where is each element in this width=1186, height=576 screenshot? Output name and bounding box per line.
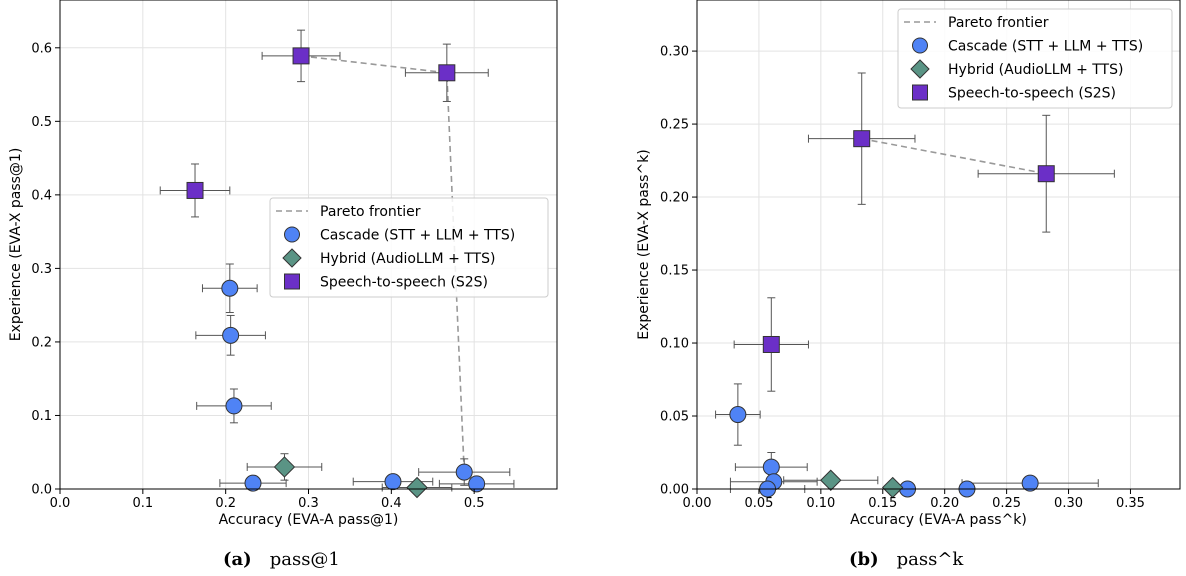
y-tick-label: 0.2 bbox=[31, 335, 52, 350]
circle-marker bbox=[221, 279, 239, 297]
legend-circle-swatch bbox=[284, 226, 300, 243]
x-tick-label: 0.20 bbox=[930, 496, 959, 511]
legend-diamond-swatch bbox=[282, 248, 302, 268]
pareto-frontier-line bbox=[300, 55, 466, 473]
legend-label: Pareto frontier bbox=[948, 15, 1049, 31]
circle-marker bbox=[244, 474, 262, 492]
y-tick-label: 0.25 bbox=[660, 118, 689, 133]
circle-marker bbox=[222, 326, 240, 344]
square-marker bbox=[438, 64, 456, 82]
y-tick-label: 0.6 bbox=[31, 41, 52, 56]
caption-a: (a) pass@1 bbox=[223, 549, 340, 570]
x-tick-label: 0.30 bbox=[1054, 496, 1083, 511]
legend-box bbox=[269, 197, 549, 298]
circle-marker bbox=[1021, 474, 1039, 492]
x-tick-label: 0.00 bbox=[683, 496, 712, 511]
y-tick-label: 0.4 bbox=[31, 188, 52, 203]
y-tick-label: 0.5 bbox=[31, 115, 52, 130]
diamond-marker bbox=[881, 476, 904, 499]
y-tick-label: 0.1 bbox=[31, 409, 52, 424]
x-tick-label: 0.3 bbox=[298, 496, 319, 511]
y-tick-label: 0.0 bbox=[31, 483, 52, 498]
pareto-frontier-line bbox=[861, 137, 1047, 175]
x-tick-label: 0.05 bbox=[744, 496, 773, 511]
y-axis-label: Experience (EVA-X pass@1) bbox=[8, 148, 24, 342]
legend-label: Cascade (STT + LLM + TTS) bbox=[320, 228, 515, 244]
y-tick-label: 0.15 bbox=[660, 264, 689, 279]
y-axis-label: Experience (EVA-X pass^k) bbox=[636, 149, 652, 340]
legend-label: Hybrid (AudioLLM + TTS) bbox=[320, 251, 495, 267]
x-tick-label: 0.10 bbox=[806, 496, 835, 511]
y-tick-label: 0.3 bbox=[31, 262, 52, 277]
y-tick-label: 0.20 bbox=[660, 191, 689, 206]
x-tick-label: 0.35 bbox=[1116, 496, 1145, 511]
diamond-marker bbox=[273, 456, 296, 478]
circle-marker bbox=[729, 406, 747, 424]
y-tick-label: 0.30 bbox=[660, 45, 689, 60]
diamond-marker bbox=[406, 476, 428, 499]
circle-marker bbox=[468, 475, 486, 493]
legend-diamond-swatch bbox=[910, 59, 930, 79]
x-tick-label: 0.2 bbox=[215, 496, 236, 511]
chart-panel-b: 0.00 0.05 0.10 0.15 0.20 0.25 0.30 0.35 0.00 0.05… bbox=[636, 0, 1181, 528]
x-axis-label: Accuracy (EVA-A pass^k) bbox=[850, 512, 1027, 528]
legend: Pareto frontier Cascade (STT + LLM + TTS)… bbox=[897, 8, 1173, 109]
circle-marker bbox=[225, 397, 243, 415]
legend-square-swatch bbox=[284, 273, 300, 290]
circle-marker bbox=[455, 463, 473, 481]
legend-square-swatch bbox=[912, 84, 928, 101]
legend: Pareto frontier Cascade (STT + LLM + TTS)… bbox=[269, 197, 549, 298]
legend-label: Cascade (STT + LLM + TTS) bbox=[948, 39, 1143, 55]
x-tick-label: 0.1 bbox=[132, 496, 153, 511]
x-tick-label: 0.25 bbox=[992, 496, 1021, 511]
square-marker bbox=[292, 47, 310, 65]
circle-marker bbox=[384, 473, 402, 491]
y-tick-label: 0.05 bbox=[660, 410, 689, 425]
y-tick-label: 0.00 bbox=[660, 483, 689, 498]
diamond-marker bbox=[820, 469, 842, 491]
y-tick-label: 0.10 bbox=[660, 337, 689, 352]
square-marker bbox=[853, 130, 871, 148]
x-tick-label: 0.0 bbox=[50, 496, 71, 511]
x-tick-label: 0.15 bbox=[868, 496, 897, 511]
legend-label: Hybrid (AudioLLM + TTS) bbox=[948, 62, 1123, 78]
legend-box bbox=[897, 8, 1173, 109]
x-tick-label: 0.5 bbox=[464, 496, 485, 511]
axes-frame bbox=[696, 0, 1181, 490]
chart-panel-a: 0.0 0.1 0.2 0.3 0.4 0.5 0.0 0.1 0.2 0.3 0.4 0.5 0.6 A… bbox=[8, 0, 558, 528]
legend-label: Speech-to-speech (S2S) bbox=[948, 86, 1116, 102]
x-axis-label: Accuracy (EVA-A pass@1) bbox=[219, 512, 399, 528]
legend-circle-swatch bbox=[912, 37, 928, 54]
square-marker bbox=[762, 335, 780, 353]
legend-label: Pareto frontier bbox=[320, 204, 421, 220]
x-tick-label: 0.4 bbox=[381, 496, 402, 511]
circle-marker bbox=[762, 458, 780, 476]
caption-b: (b) pass^k bbox=[849, 549, 964, 570]
square-marker bbox=[186, 181, 204, 199]
legend-label: Speech-to-speech (S2S) bbox=[320, 275, 488, 291]
square-marker bbox=[1037, 165, 1055, 183]
